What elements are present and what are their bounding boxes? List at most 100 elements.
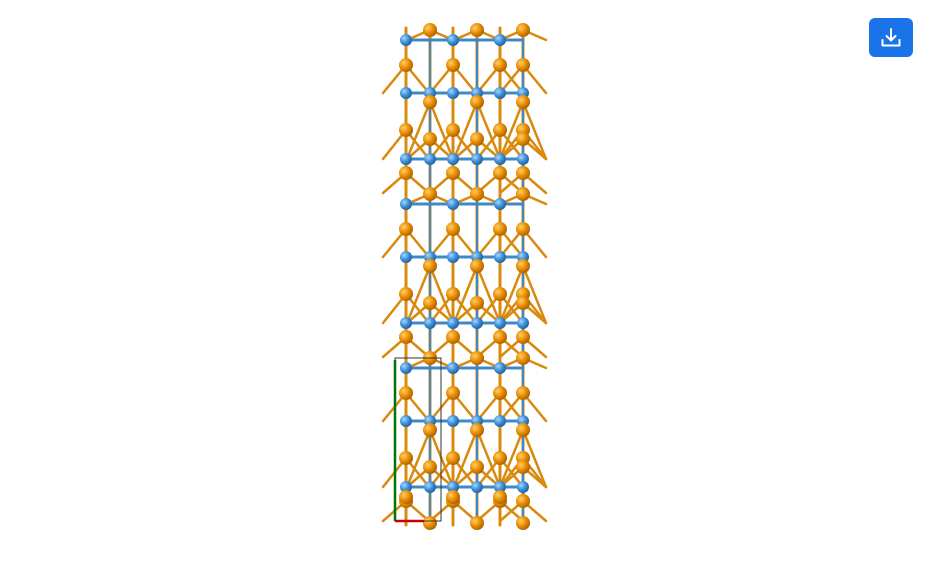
atom-blue (494, 87, 506, 99)
atom-orange (516, 58, 530, 72)
atom-orange (446, 330, 460, 344)
atom-orange (516, 386, 530, 400)
atom-orange (470, 460, 484, 474)
atom-orange (516, 494, 530, 508)
atom-orange (423, 423, 437, 437)
atom-orange (516, 259, 530, 273)
atom-orange (423, 259, 437, 273)
atom-blue (494, 415, 506, 427)
atom-blue (400, 415, 412, 427)
atom-orange (399, 58, 413, 72)
atom-blue (447, 198, 459, 210)
atom-blue (494, 481, 506, 493)
atoms-layer (399, 23, 530, 530)
atom-blue (400, 362, 412, 374)
atom-orange (470, 296, 484, 310)
unit-cell (393, 357, 442, 523)
atom-orange (446, 222, 460, 236)
bond-diagonal (475, 100, 502, 161)
atom-orange (423, 187, 437, 201)
atom-orange (470, 23, 484, 37)
atom-orange (516, 23, 530, 37)
atom-blue (471, 481, 483, 493)
atom-blue (517, 481, 529, 493)
atom-blue (471, 153, 483, 165)
atom-blue (494, 34, 506, 46)
atom-orange (516, 296, 530, 310)
atom-blue (447, 251, 459, 263)
atom-blue (517, 317, 529, 329)
atom-orange (516, 132, 530, 146)
atom-blue (494, 153, 506, 165)
atom-orange (423, 296, 437, 310)
bond-diagonal (521, 100, 548, 161)
atom-blue (424, 317, 436, 329)
atom-orange (516, 516, 530, 530)
atom-blue (400, 251, 412, 263)
atom-orange (516, 460, 530, 474)
atom-blue (447, 481, 459, 493)
atom-orange (470, 423, 484, 437)
atom-blue (494, 251, 506, 263)
atom-orange (399, 386, 413, 400)
atom-orange (423, 460, 437, 474)
atom-orange (470, 95, 484, 109)
atom-orange (399, 490, 413, 504)
bond-diagonal (452, 100, 479, 161)
atom-blue (447, 362, 459, 374)
atom-blue (494, 362, 506, 374)
atom-orange (446, 287, 460, 301)
atom-orange (446, 166, 460, 180)
atom-orange (493, 222, 507, 236)
atom-blue (400, 481, 412, 493)
bond-diagonal (498, 264, 525, 325)
atom-blue (400, 87, 412, 99)
bond-diagonal (452, 428, 479, 489)
atom-orange (493, 166, 507, 180)
atom-blue (400, 317, 412, 329)
bond-diagonal (405, 264, 432, 325)
atom-orange (516, 330, 530, 344)
bond-diagonal (498, 428, 525, 489)
atom-blue (400, 34, 412, 46)
atom-orange (399, 287, 413, 301)
atom-orange (470, 351, 484, 365)
atom-orange (399, 222, 413, 236)
bond-diagonal (475, 428, 502, 489)
atom-orange (470, 516, 484, 530)
atom-orange (470, 259, 484, 273)
bond-diagonal (405, 100, 432, 161)
atom-orange (493, 123, 507, 137)
bond-diagonal (452, 264, 479, 325)
atom-blue (447, 317, 459, 329)
atom-orange (493, 287, 507, 301)
atom-blue (447, 87, 459, 99)
atom-blue (494, 198, 506, 210)
atom-blue (517, 153, 529, 165)
atom-orange (493, 58, 507, 72)
atom-orange (446, 58, 460, 72)
bond-diagonal (428, 100, 455, 161)
atom-orange (470, 132, 484, 146)
atom-orange (399, 166, 413, 180)
atom-orange (399, 451, 413, 465)
atom-orange (446, 490, 460, 504)
atom-orange (446, 386, 460, 400)
bond-diagonal (521, 428, 548, 489)
atom-orange (423, 516, 437, 530)
atom-orange (493, 330, 507, 344)
download-icon (881, 27, 901, 46)
atom-orange (470, 187, 484, 201)
atom-orange (493, 451, 507, 465)
bond-diagonal (498, 100, 525, 161)
atom-blue (447, 415, 459, 427)
atom-blue (400, 153, 412, 165)
bond-diagonal (428, 264, 455, 325)
atom-orange (399, 123, 413, 137)
atom-orange (423, 23, 437, 37)
atom-blue (424, 481, 436, 493)
atom-orange (446, 123, 460, 137)
download-button[interactable] (869, 18, 913, 57)
